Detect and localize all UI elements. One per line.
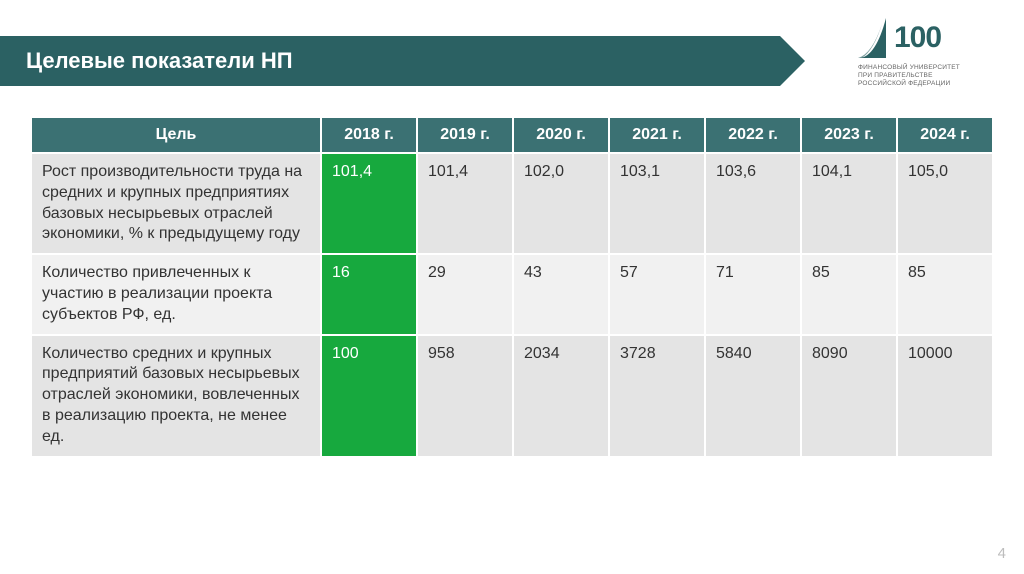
value-cell: 85	[897, 254, 993, 334]
col-2021: 2021 г.	[609, 117, 705, 153]
value-cell: 5840	[705, 335, 801, 457]
col-2020: 2020 г.	[513, 117, 609, 153]
slide-title: Целевые показатели НП	[26, 48, 293, 74]
value-cell: 102,0	[513, 153, 609, 254]
value-cell: 85	[801, 254, 897, 334]
col-2018: 2018 г.	[321, 117, 417, 153]
col-2024: 2024 г.	[897, 117, 993, 153]
logo-sub-line1: ФИНАНСОВЫЙ УНИВЕРСИТЕТ	[858, 64, 1008, 72]
value-cell: 101,4	[417, 153, 513, 254]
logo-number: 100	[894, 23, 941, 53]
value-cell: 104,1	[801, 153, 897, 254]
table-header-row: Цель 2018 г. 2019 г. 2020 г. 2021 г. 202…	[31, 117, 993, 153]
col-goal: Цель	[31, 117, 321, 153]
value-cell: 101,4	[321, 153, 417, 254]
targets-table-wrap: Цель 2018 г. 2019 г. 2020 г. 2021 г. 202…	[30, 116, 992, 458]
value-cell: 8090	[801, 335, 897, 457]
logo-sub-line3: РОССИЙСКОЙ ФЕДЕРАЦИИ	[858, 80, 1008, 88]
value-cell: 71	[705, 254, 801, 334]
targets-table: Цель 2018 г. 2019 г. 2020 г. 2021 г. 202…	[30, 116, 994, 458]
value-cell: 29	[417, 254, 513, 334]
value-cell: 3728	[609, 335, 705, 457]
col-2022: 2022 г.	[705, 117, 801, 153]
logo-row: 100	[858, 16, 1008, 60]
table-row: Количество привлеченных к участию в реал…	[31, 254, 993, 334]
goal-cell: Рост производительности труда на средних…	[31, 153, 321, 254]
value-cell: 958	[417, 335, 513, 457]
logo-subtitle: ФИНАНСОВЫЙ УНИВЕРСИТЕТ ПРИ ПРАВИТЕЛЬСТВЕ…	[858, 64, 1008, 88]
page-number: 4	[998, 545, 1006, 562]
value-cell: 103,6	[705, 153, 801, 254]
goal-cell: Количество привлеченных к участию в реал…	[31, 254, 321, 334]
col-2019: 2019 г.	[417, 117, 513, 153]
goal-cell: Количество средних и крупных предприятий…	[31, 335, 321, 457]
value-cell: 103,1	[609, 153, 705, 254]
value-cell: 100	[321, 335, 417, 457]
slide: Целевые показатели НП 100 ФИНАНСОВЫЙ УНИ…	[0, 0, 1024, 574]
col-2023: 2023 г.	[801, 117, 897, 153]
value-cell: 2034	[513, 335, 609, 457]
title-banner: Целевые показатели НП	[0, 36, 780, 86]
value-cell: 57	[609, 254, 705, 334]
logo-mark-icon	[858, 16, 888, 60]
logo: 100 ФИНАНСОВЫЙ УНИВЕРСИТЕТ ПРИ ПРАВИТЕЛЬ…	[858, 16, 1008, 88]
value-cell: 10000	[897, 335, 993, 457]
value-cell: 105,0	[897, 153, 993, 254]
value-cell: 16	[321, 254, 417, 334]
value-cell: 43	[513, 254, 609, 334]
table-row: Количество средних и крупных предприятий…	[31, 335, 993, 457]
table-row: Рост производительности труда на средних…	[31, 153, 993, 254]
